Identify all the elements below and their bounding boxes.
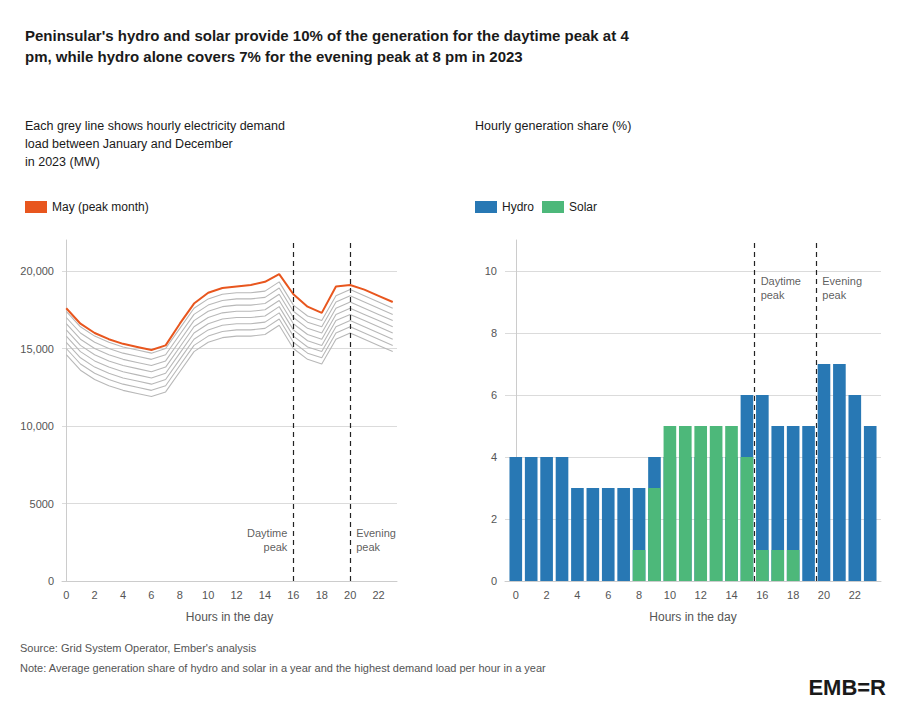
svg-text:peak: peak	[264, 541, 288, 553]
svg-text:6: 6	[491, 389, 497, 401]
svg-text:Note: Average generation share: Note: Average generation share of hydro …	[20, 662, 546, 674]
svg-text:18: 18	[316, 589, 328, 601]
svg-text:10,000: 10,000	[20, 420, 54, 432]
svg-text:14: 14	[725, 589, 737, 601]
svg-text:4: 4	[120, 589, 126, 601]
svg-text:20,000: 20,000	[20, 265, 54, 277]
svg-text:10: 10	[664, 589, 676, 601]
svg-text:10: 10	[202, 589, 214, 601]
svg-text:Evening: Evening	[822, 275, 862, 287]
svg-text:12: 12	[230, 589, 242, 601]
svg-text:22: 22	[372, 589, 384, 601]
svg-text:Hydro: Hydro	[502, 200, 534, 214]
svg-text:16: 16	[756, 589, 768, 601]
svg-text:Peninsular's hydro and solar p: Peninsular's hydro and solar provide 10%…	[25, 27, 629, 44]
svg-text:10: 10	[485, 265, 497, 277]
svg-text:pm, while hydro alone covers 7: pm, while hydro alone covers 7% for the …	[25, 48, 523, 65]
svg-text:Each grey line shows hourly el: Each grey line shows hourly electricity …	[25, 119, 285, 133]
svg-text:0: 0	[63, 589, 69, 601]
svg-text:Hours in the day: Hours in the day	[649, 610, 736, 624]
svg-text:0: 0	[48, 575, 54, 587]
svg-text:EMB=R: EMB=R	[808, 675, 886, 700]
svg-text:12: 12	[695, 589, 707, 601]
svg-text:peak: peak	[356, 541, 380, 553]
svg-text:8: 8	[491, 327, 497, 339]
svg-text:Daytime: Daytime	[761, 275, 801, 287]
svg-text:Hourly generation share (%): Hourly generation share (%)	[475, 119, 631, 133]
svg-text:peak: peak	[761, 289, 785, 301]
svg-text:Solar: Solar	[569, 200, 597, 214]
svg-text:8: 8	[636, 589, 642, 601]
svg-text:Daytime: Daytime	[247, 527, 287, 539]
svg-text:22: 22	[849, 589, 861, 601]
svg-text:8: 8	[177, 589, 183, 601]
svg-text:0: 0	[513, 589, 519, 601]
svg-text:May (peak month): May (peak month)	[52, 200, 149, 214]
svg-text:16: 16	[287, 589, 299, 601]
svg-text:2: 2	[544, 589, 550, 601]
svg-text:2: 2	[92, 589, 98, 601]
svg-text:20: 20	[344, 589, 356, 601]
svg-text:Hours in the day: Hours in the day	[186, 610, 273, 624]
svg-text:15,000: 15,000	[20, 343, 54, 355]
svg-text:6: 6	[148, 589, 154, 601]
svg-text:in 2023 (MW): in 2023 (MW)	[25, 155, 100, 169]
svg-text:Source: Grid System Operator,: Source: Grid System Operator, Ember's an…	[20, 642, 257, 654]
svg-text:14: 14	[259, 589, 271, 601]
svg-text:2: 2	[491, 513, 497, 525]
svg-text:6: 6	[605, 589, 611, 601]
svg-text:5000: 5000	[30, 498, 54, 510]
svg-text:18: 18	[787, 589, 799, 601]
svg-text:peak: peak	[822, 289, 846, 301]
svg-text:load between January and Decem: load between January and December	[25, 137, 233, 151]
svg-text:4: 4	[491, 451, 497, 463]
svg-text:0: 0	[491, 575, 497, 587]
svg-text:20: 20	[818, 589, 830, 601]
svg-text:Evening: Evening	[356, 527, 396, 539]
svg-text:4: 4	[574, 589, 580, 601]
